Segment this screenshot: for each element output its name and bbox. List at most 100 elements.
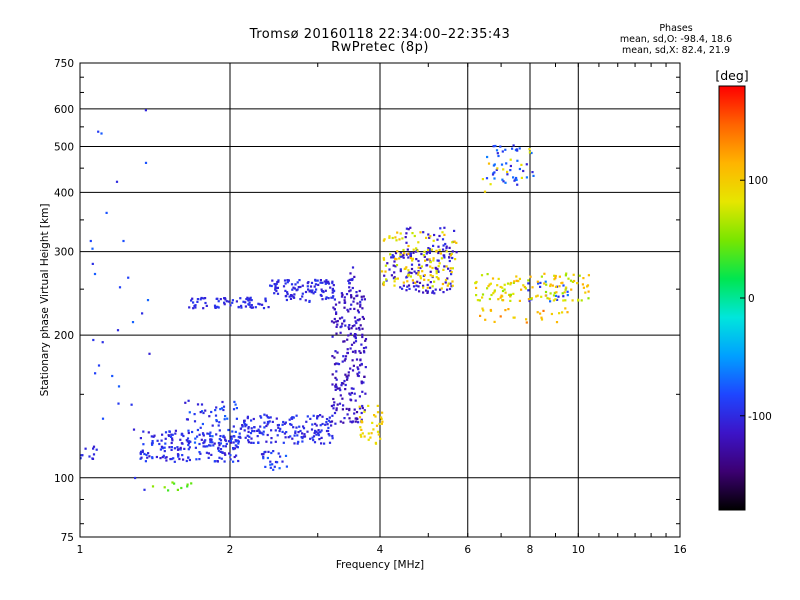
data-point-o	[325, 279, 328, 282]
data-point-o	[170, 448, 173, 451]
data-point-o	[358, 328, 361, 331]
data-point-o	[202, 307, 205, 310]
data-point-o	[351, 359, 354, 362]
data-point-o	[219, 450, 222, 453]
data-point-o	[283, 422, 286, 425]
data-point-o	[248, 435, 251, 438]
data-point-o	[147, 431, 150, 434]
data-point-x	[391, 236, 394, 240]
data-point-o	[495, 168, 498, 171]
data-point-x	[374, 441, 377, 444]
data-point-o	[359, 351, 362, 354]
data-point-o	[151, 443, 154, 446]
data-point-x	[503, 288, 506, 291]
data-point-o	[354, 340, 358, 343]
data-point-x	[565, 272, 568, 275]
data-point-x	[512, 281, 515, 284]
data-point-o	[277, 423, 280, 427]
data-point-x	[449, 267, 452, 270]
data-point-o	[210, 410, 213, 414]
data-point-o	[253, 430, 256, 433]
data-point-o	[420, 252, 423, 256]
data-point-o	[494, 144, 497, 148]
data-point-o	[227, 440, 230, 443]
data-point-o	[187, 399, 190, 402]
data-point-o	[270, 429, 273, 432]
data-point-o	[182, 434, 185, 438]
data-point-o	[288, 295, 291, 298]
data-point-o	[141, 450, 144, 453]
data-point-o	[250, 304, 253, 307]
data-point-o	[302, 435, 305, 438]
data-point-o	[118, 286, 122, 289]
data-point-o	[516, 183, 519, 186]
data-point-o	[335, 378, 338, 381]
data-point-x	[173, 482, 176, 485]
data-point-x	[358, 405, 361, 408]
data-point-o	[292, 286, 295, 289]
data-point-o	[406, 285, 409, 288]
data-point-o	[266, 423, 269, 426]
data-point-o	[335, 325, 338, 328]
data-point-o	[173, 460, 176, 463]
data-point-o	[270, 437, 273, 440]
data-point-o	[360, 343, 363, 346]
data-point-o	[506, 173, 509, 176]
data-point-x	[525, 321, 528, 324]
data-point-o	[211, 441, 214, 444]
data-point-o	[352, 364, 355, 367]
data-point-o	[331, 437, 334, 440]
data-point-x	[571, 299, 574, 302]
data-point-o	[320, 429, 323, 432]
data-point-o	[350, 295, 353, 299]
data-point-o	[335, 409, 338, 412]
data-point-o	[525, 176, 528, 179]
data-point-o	[291, 294, 294, 297]
data-point-o	[81, 454, 84, 457]
data-point-o	[224, 415, 227, 418]
data-point-x	[499, 315, 502, 318]
data-point-o	[306, 430, 309, 433]
data-point-o	[202, 434, 205, 437]
data-point-o	[289, 423, 292, 426]
data-point-x	[186, 483, 189, 486]
data-point-o	[257, 441, 260, 444]
data-point-o	[200, 296, 203, 300]
data-point-o	[165, 459, 168, 462]
data-point-o	[321, 290, 324, 293]
data-point-o	[250, 419, 253, 422]
data-point-o	[162, 454, 165, 457]
data-point-x	[520, 176, 523, 179]
data-point-o	[432, 244, 435, 247]
data-point-o	[269, 466, 272, 469]
data-point-x	[376, 430, 380, 433]
data-point-x	[384, 270, 387, 273]
data-point-o	[272, 450, 275, 453]
data-point-x	[359, 433, 362, 436]
data-point-o	[228, 452, 231, 455]
data-point-o	[296, 442, 299, 445]
data-point-o	[111, 374, 114, 378]
data-point-o	[220, 407, 224, 410]
data-point-o	[358, 289, 361, 293]
data-point-o	[429, 281, 432, 284]
data-point-o	[332, 397, 335, 401]
data-point-o	[354, 351, 357, 354]
data-point-o	[218, 429, 221, 432]
data-point-x	[530, 297, 533, 300]
data-point-x	[560, 282, 563, 285]
data-point-o	[350, 303, 353, 306]
data-point-o	[97, 130, 100, 133]
data-point-o	[450, 273, 453, 276]
data-point-o	[405, 253, 409, 256]
data-point-o	[325, 296, 328, 299]
data-point-x	[446, 284, 449, 287]
data-point-o	[141, 449, 144, 452]
data-point-x	[486, 287, 489, 290]
y-tick-label: 300	[54, 247, 74, 259]
data-point-o	[350, 343, 354, 346]
data-point-x	[412, 248, 415, 251]
data-point-x	[383, 238, 386, 241]
data-point-o	[187, 456, 190, 459]
data-point-o	[308, 300, 311, 303]
